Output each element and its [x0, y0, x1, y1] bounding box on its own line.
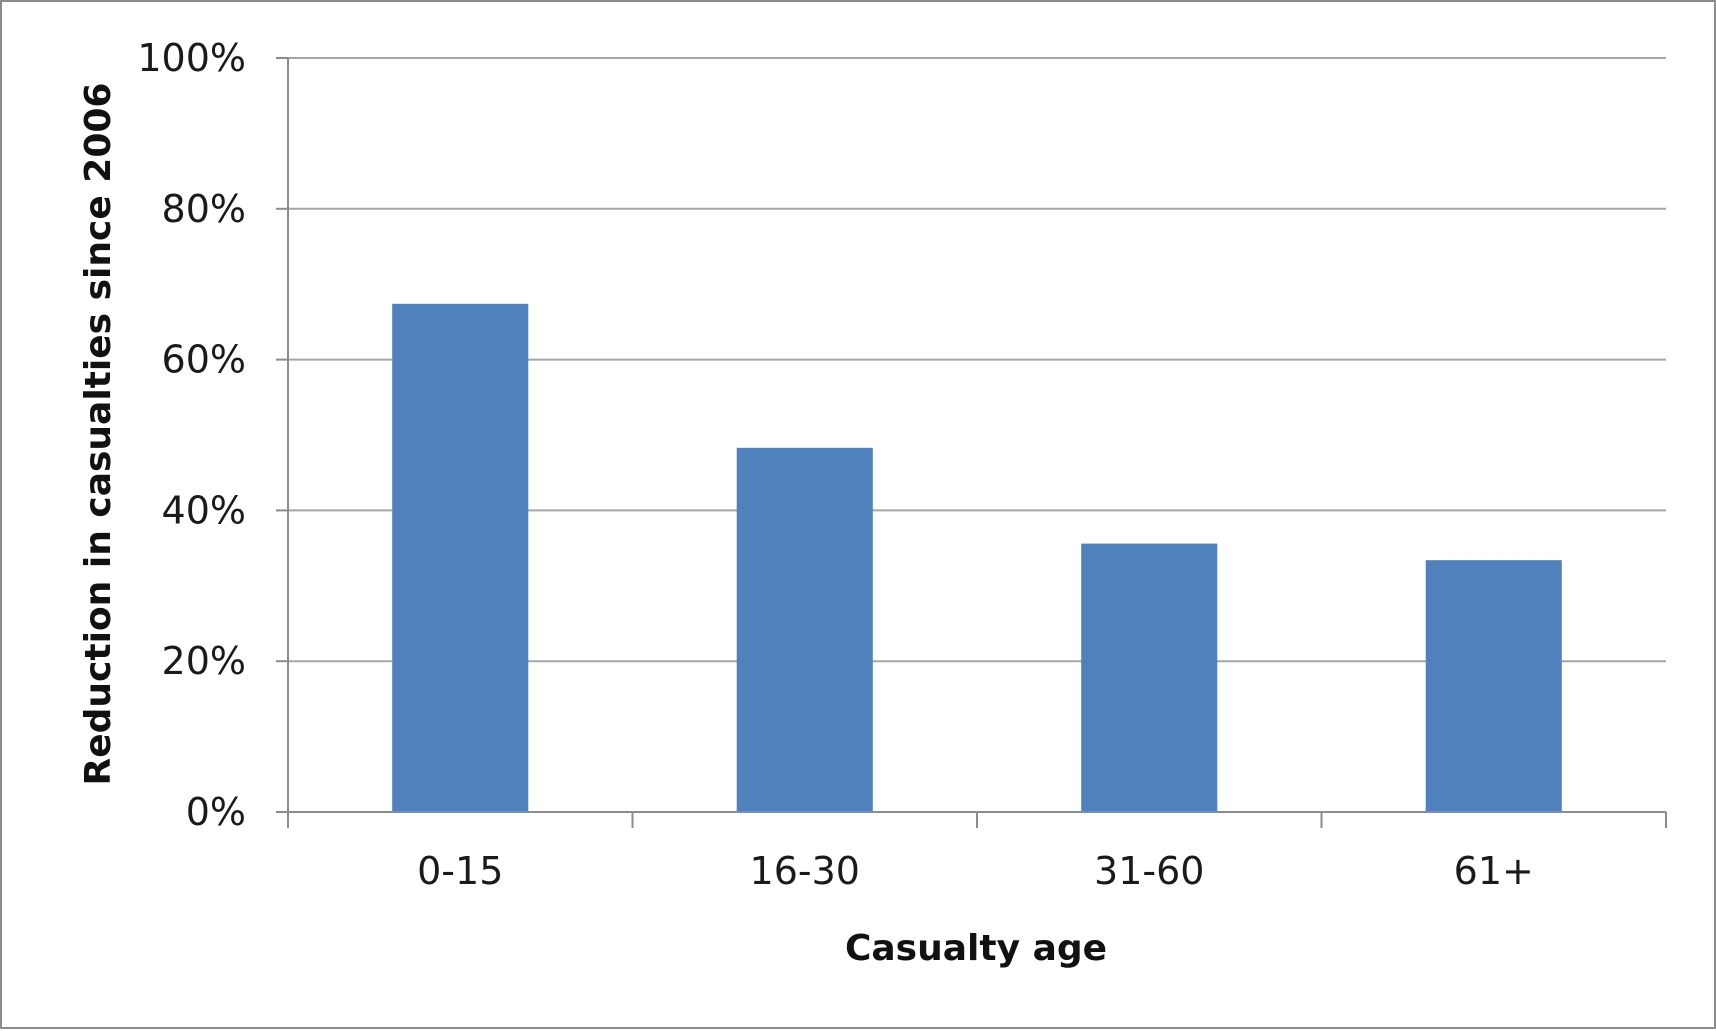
x-tick-label: 61+ [1454, 849, 1534, 893]
bar-0-15 [392, 303, 529, 812]
bar-16-30 [736, 447, 873, 812]
y-tick-labels: 0% 20% 40% 60% 80% 100% [137, 36, 246, 834]
y-tick-label: 40% [162, 488, 246, 532]
x-tick-label: 31-60 [1094, 849, 1204, 893]
y-tick-label: 80% [162, 187, 246, 231]
x-tick-labels: 0-15 16-30 31-60 61+ [417, 849, 1534, 893]
x-tick-label: 0-15 [417, 849, 503, 893]
bar-61+ [1425, 560, 1562, 812]
x-tick-label: 16-30 [750, 849, 860, 893]
y-axis-title: Reduction in casualties since 2006 [78, 83, 119, 786]
bars [392, 303, 1562, 812]
y-tick-label: 100% [137, 36, 246, 80]
y-tick-label: 20% [162, 639, 246, 683]
y-tick-label: 0% [186, 790, 246, 834]
x-axis-title: Casualty age [845, 928, 1107, 969]
bar-31-60 [1081, 543, 1218, 812]
y-tick-label: 60% [162, 338, 246, 382]
axes [276, 57, 1667, 828]
